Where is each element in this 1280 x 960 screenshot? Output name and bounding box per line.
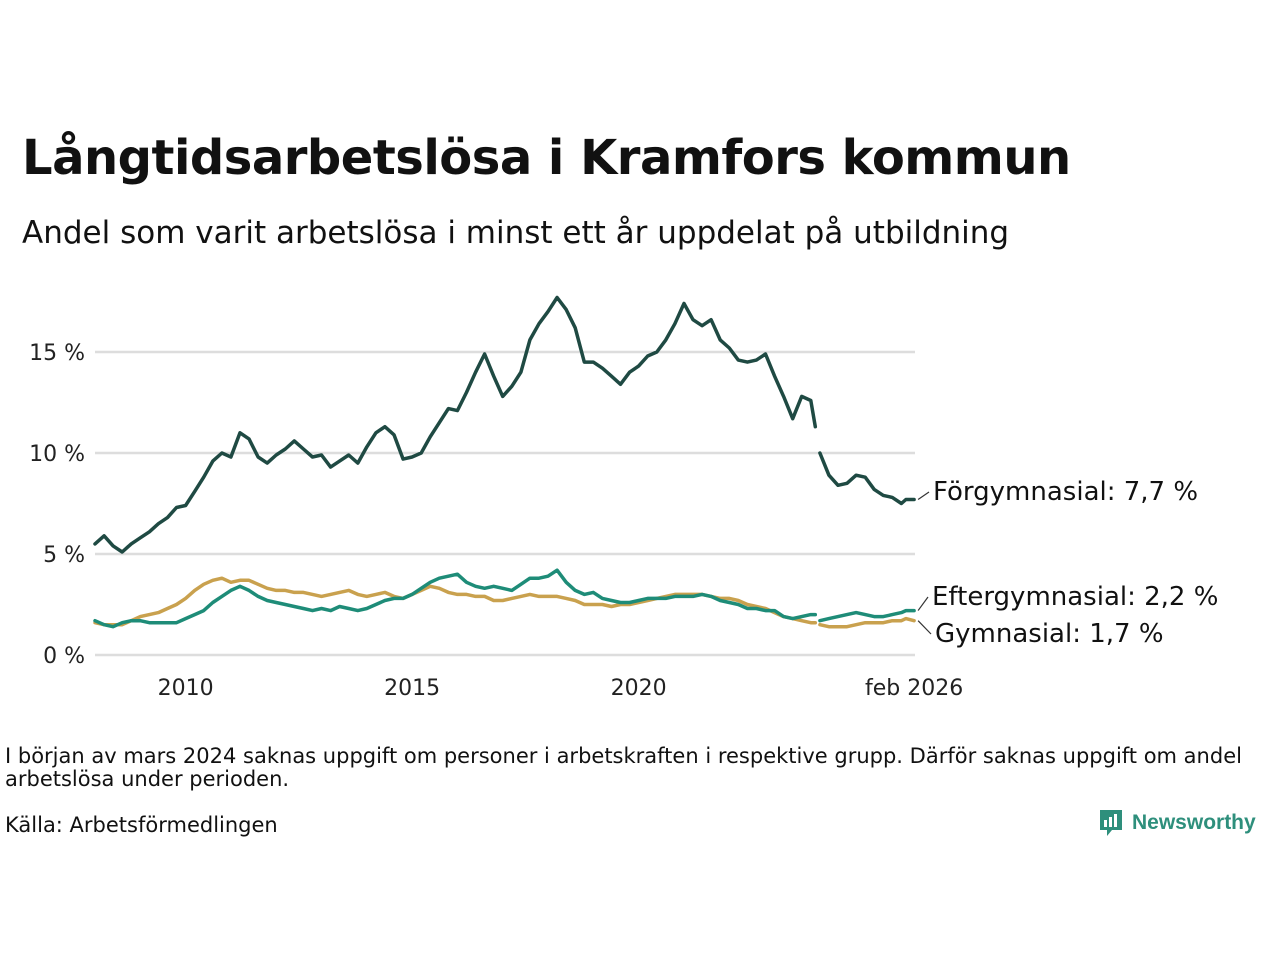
newsworthy-logo[interactable]: Newsworthy [1098, 808, 1256, 838]
x-tick-label: 2020 [611, 676, 667, 701]
label-leader-line [917, 620, 932, 635]
logo-text: Newsworthy [1132, 811, 1256, 834]
label-leader-line [917, 491, 930, 500]
y-tick-label: 5 % [43, 543, 85, 568]
series-labels: Förgymnasial: 7,7 % Eftergymnasial: 2,2 %… [917, 477, 1218, 649]
footnote: I början av mars 2024 saknas uppgift om … [5, 744, 1242, 791]
series-end-label: Eftergymnasial: 2,2 % [932, 582, 1218, 612]
chart-subtitle: Andel som varit arbetslösa i minst ett å… [22, 215, 1010, 251]
series-line-förgymnasial [93, 295, 916, 554]
bar-chart-icon [1100, 810, 1122, 836]
y-tick-label: 10 % [29, 442, 85, 467]
y-axis: 0 % 5 % 10 % 15 % [29, 341, 85, 669]
series-line-eftergymnasial [93, 568, 916, 629]
x-tick-label: 2015 [384, 676, 440, 701]
line-chart: Förgymnasial: 7,7 % Eftergymnasial: 2,2 %… [29, 295, 1218, 701]
source-text: Källa: Arbetsförmedlingen [5, 813, 278, 837]
series-end-label: Gymnasial: 1,7 % [935, 619, 1164, 649]
x-tick-label: 2010 [158, 676, 214, 701]
gridlines [95, 350, 915, 657]
y-tick-label: 15 % [29, 341, 85, 366]
y-tick-label: 0 % [43, 644, 85, 669]
series-lines [93, 295, 916, 629]
x-axis: 2010 2015 2020 feb 2026 [158, 676, 964, 701]
label-leader-line [917, 596, 929, 611]
x-tick-label: feb 2026 [865, 676, 963, 701]
series-end-label: Förgymnasial: 7,7 % [933, 477, 1198, 507]
chart-title: Långtidsarbetslösa i Kramfors kommun [22, 130, 1071, 186]
